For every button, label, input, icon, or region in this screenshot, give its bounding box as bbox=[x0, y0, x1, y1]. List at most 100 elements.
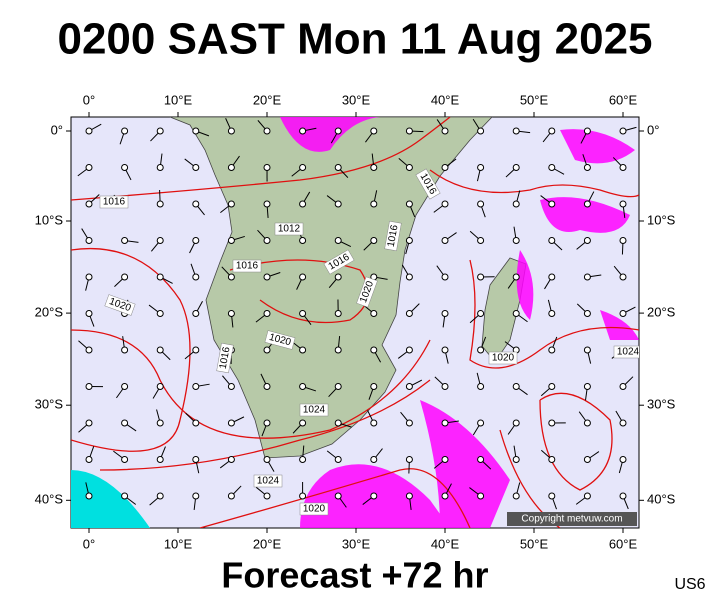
station bbox=[264, 311, 270, 317]
station bbox=[406, 347, 412, 353]
station bbox=[157, 201, 163, 207]
station bbox=[264, 238, 270, 244]
lon-label: 40°E bbox=[431, 92, 460, 107]
station bbox=[620, 311, 626, 317]
station bbox=[86, 457, 92, 463]
station bbox=[86, 128, 92, 134]
station bbox=[157, 347, 163, 353]
station bbox=[157, 274, 163, 280]
station bbox=[193, 384, 199, 390]
station bbox=[193, 311, 199, 317]
isobar-label-text: 1016 bbox=[103, 197, 126, 208]
station bbox=[193, 347, 199, 353]
isobar-label: 1024 bbox=[254, 475, 282, 487]
station bbox=[549, 128, 555, 134]
station bbox=[371, 457, 377, 463]
station bbox=[442, 457, 448, 463]
lon-label: 60°E bbox=[609, 92, 638, 107]
station bbox=[584, 384, 590, 390]
station bbox=[264, 493, 270, 499]
station bbox=[122, 165, 128, 171]
station bbox=[478, 201, 484, 207]
station bbox=[157, 165, 163, 171]
isobar-label-text: 1016 bbox=[236, 261, 259, 272]
station bbox=[157, 493, 163, 499]
station bbox=[406, 238, 412, 244]
lon-label: 20°E bbox=[253, 92, 282, 107]
station bbox=[264, 457, 270, 463]
lon-label: 0° bbox=[83, 536, 95, 551]
station bbox=[442, 493, 448, 499]
station bbox=[228, 128, 234, 134]
station bbox=[584, 457, 590, 463]
isobar-label: 1024 bbox=[614, 346, 642, 358]
station bbox=[406, 384, 412, 390]
lon-label: 50°E bbox=[520, 536, 549, 551]
station bbox=[513, 420, 519, 426]
station bbox=[584, 420, 590, 426]
station bbox=[228, 457, 234, 463]
station bbox=[300, 238, 306, 244]
station bbox=[513, 384, 519, 390]
station bbox=[193, 274, 199, 280]
station bbox=[620, 274, 626, 280]
lat-label: 30°S bbox=[647, 397, 676, 412]
station bbox=[406, 274, 412, 280]
station bbox=[442, 274, 448, 280]
station bbox=[300, 311, 306, 317]
station bbox=[478, 165, 484, 171]
forecast-label: Forecast +72 hr bbox=[221, 555, 488, 596]
station bbox=[157, 238, 163, 244]
station bbox=[193, 457, 199, 463]
station bbox=[371, 128, 377, 134]
station bbox=[584, 347, 590, 353]
station bbox=[335, 238, 341, 244]
station bbox=[335, 347, 341, 353]
station bbox=[371, 493, 377, 499]
station bbox=[335, 457, 341, 463]
station bbox=[228, 274, 234, 280]
isobar-label-text: 1024 bbox=[303, 405, 326, 416]
lon-label: 10°E bbox=[164, 536, 193, 551]
station bbox=[335, 165, 341, 171]
station bbox=[157, 311, 163, 317]
lat-label: 10°S bbox=[647, 212, 676, 227]
station bbox=[193, 238, 199, 244]
map-title: 0200 SAST Mon 11 Aug 2025 bbox=[57, 15, 652, 64]
station bbox=[86, 274, 92, 280]
station bbox=[300, 493, 306, 499]
station bbox=[335, 274, 341, 280]
station bbox=[300, 384, 306, 390]
station bbox=[122, 457, 128, 463]
station bbox=[513, 311, 519, 317]
station bbox=[228, 420, 234, 426]
lat-label: 10°S bbox=[35, 212, 64, 227]
station bbox=[513, 274, 519, 280]
station bbox=[300, 457, 306, 463]
station bbox=[478, 274, 484, 280]
station bbox=[513, 128, 519, 134]
station bbox=[264, 347, 270, 353]
station bbox=[442, 128, 448, 134]
station bbox=[300, 347, 306, 353]
station bbox=[620, 384, 626, 390]
model-label: US6 bbox=[674, 576, 705, 593]
station bbox=[478, 347, 484, 353]
station bbox=[442, 347, 448, 353]
station bbox=[371, 384, 377, 390]
station bbox=[122, 384, 128, 390]
station bbox=[406, 493, 412, 499]
station bbox=[620, 165, 626, 171]
station bbox=[86, 238, 92, 244]
station bbox=[513, 238, 519, 244]
station bbox=[549, 493, 555, 499]
lat-label: 20°S bbox=[35, 305, 64, 320]
lat-label: 40°S bbox=[35, 492, 64, 507]
station bbox=[406, 201, 412, 207]
station bbox=[442, 384, 448, 390]
station bbox=[442, 311, 448, 317]
station bbox=[264, 128, 270, 134]
station bbox=[442, 420, 448, 426]
station bbox=[620, 493, 626, 499]
